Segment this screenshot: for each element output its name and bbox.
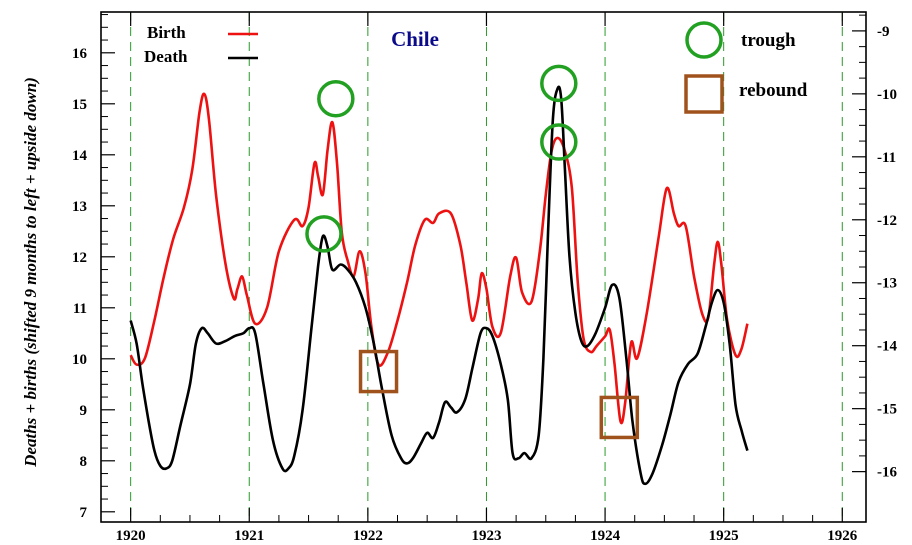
rebound-marker: [358, 349, 399, 394]
y-right-tick-label: -11: [877, 150, 896, 166]
x-tick-label: 1924: [590, 528, 621, 544]
trough-marker: [305, 215, 343, 253]
y-left-tick-label: 9: [80, 403, 88, 419]
x-tick-label: 1923: [471, 528, 501, 544]
trough-marker: [540, 123, 578, 161]
legend-label-birth: Birth: [147, 23, 186, 42]
y-right-tick-label: -9: [877, 24, 890, 40]
y-right-tick-label: -12: [877, 213, 897, 229]
x-tick-label: 1926: [827, 528, 858, 544]
annotation-layer: [305, 64, 640, 440]
y-right-tick-label: -16: [877, 465, 897, 481]
y-right-tick-label: -10: [877, 87, 897, 103]
x-tick-label: 1925: [709, 528, 739, 544]
y-left-tick-label: 10: [72, 352, 87, 368]
series-line-death: [129, 85, 749, 486]
legend-label-death: Death: [144, 47, 188, 66]
chart-title: Chile: [391, 27, 439, 51]
trough-marker: [540, 64, 578, 103]
rebound-marker: [599, 395, 640, 440]
trough-marker: [317, 79, 355, 118]
rebound-legend-icon: [684, 74, 724, 114]
x-tick-label: 1920: [116, 528, 146, 544]
y-left-tick-label: 14: [72, 148, 88, 164]
trough-legend-icon: [685, 21, 723, 59]
y-left-tick-label: 12: [72, 250, 87, 266]
x-tick-label: 1922: [353, 528, 383, 544]
y-left-tick-label: 11: [73, 301, 87, 317]
rebound-legend-label: rebound: [739, 80, 808, 101]
grid: [130, 12, 843, 522]
marker-legend: trough rebound: [684, 21, 808, 114]
y-axis-label: Deaths + births (shifted 9 months to lef…: [21, 77, 40, 468]
y-left-tick-label: 15: [72, 97, 87, 113]
axis-ticks: 1920 1921 1922 1923 1924 1925 1926 7 8 9 10 11 12 13 1…: [72, 12, 897, 544]
series-layer: [129, 85, 749, 486]
y-left-tick-label: 8: [80, 454, 88, 470]
series-legend: Birth Death: [144, 23, 258, 66]
y-left-tick-label: 13: [72, 199, 87, 215]
x-tick-label: 1921: [234, 528, 264, 544]
y-left-tick-label: 7: [80, 505, 88, 521]
y-right-tick-label: -14: [877, 339, 897, 355]
y-left-tick-label: 16: [72, 46, 88, 62]
series-line-birth: [129, 92, 749, 425]
y-right-tick-label: -13: [877, 276, 897, 292]
y-right-tick-label: -15: [877, 402, 897, 418]
trough-legend-label: trough: [741, 30, 796, 51]
